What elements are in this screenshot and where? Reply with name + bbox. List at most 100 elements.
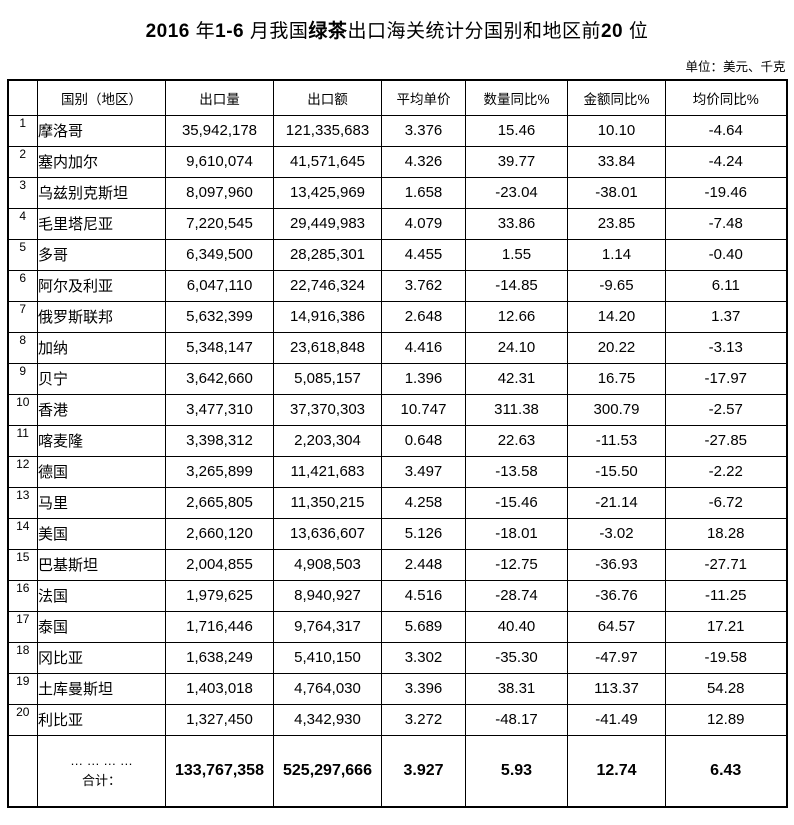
row-qty-yoy: 40.40 <box>465 610 568 643</box>
title-text: 年 <box>195 21 216 42</box>
row-avg-price: 3.302 <box>381 641 466 674</box>
row-rank: 10 <box>7 393 38 426</box>
col-header-price-yoy: 均价同比% <box>665 79 787 116</box>
row-rank: 8 <box>7 331 38 364</box>
row-price-yoy: -17.97 <box>665 362 787 395</box>
table-row: 5 多哥 6,349,500 28,285,301 4.455 1.55 1.1… <box>7 238 787 271</box>
row-export-qty: 1,403,018 <box>165 672 274 705</box>
row-avg-price: 5.689 <box>381 610 466 643</box>
row-country: 阿尔及利亚 <box>37 269 166 302</box>
total-qty-yoy: 5.93 <box>465 734 568 808</box>
row-avg-price: 4.416 <box>381 331 466 364</box>
row-export-amount: 8,940,927 <box>273 579 382 612</box>
row-avg-price: 4.326 <box>381 145 466 178</box>
col-header-amount-yoy: 金额同比% <box>567 79 666 116</box>
row-price-yoy: 6.11 <box>665 269 787 302</box>
table-body: 1 摩洛哥 35,942,178 121,335,683 3.376 15.46… <box>7 114 787 736</box>
row-export-qty: 2,004,855 <box>165 548 274 581</box>
row-country: 喀麦隆 <box>37 424 166 457</box>
row-price-yoy: 12.89 <box>665 703 787 736</box>
row-country: 俄罗斯联邦 <box>37 300 166 333</box>
total-price-yoy: 6.43 <box>665 734 787 808</box>
row-avg-price: 3.497 <box>381 455 466 488</box>
table-row: 3 乌兹别克斯坦 8,097,960 13,425,969 1.658 -23.… <box>7 176 787 209</box>
total-rank-cell <box>7 734 38 808</box>
row-rank: 3 <box>7 176 38 209</box>
row-amount-yoy: -15.50 <box>567 455 666 488</box>
col-header-country: 国别（地区） <box>37 79 166 116</box>
row-country: 德国 <box>37 455 166 488</box>
col-header-qty-yoy: 数量同比% <box>465 79 568 116</box>
total-export-amount: 525,297,666 <box>273 734 382 808</box>
row-amount-yoy: 64.57 <box>567 610 666 643</box>
total-amount-yoy: 12.74 <box>567 734 666 808</box>
row-export-amount: 2,203,304 <box>273 424 382 457</box>
row-country: 多哥 <box>37 238 166 271</box>
row-price-yoy: 18.28 <box>665 517 787 550</box>
row-export-amount: 11,421,683 <box>273 455 382 488</box>
row-export-qty: 3,477,310 <box>165 393 274 426</box>
row-price-yoy: -27.71 <box>665 548 787 581</box>
row-amount-yoy: -41.49 <box>567 703 666 736</box>
row-price-yoy: -11.25 <box>665 579 787 612</box>
table-row: 15 巴基斯坦 2,004,855 4,908,503 2.448 -12.75… <box>7 548 787 581</box>
row-rank: 20 <box>7 703 38 736</box>
row-amount-yoy: -21.14 <box>567 486 666 519</box>
col-header-export-qty: 出口量 <box>165 79 274 116</box>
row-export-qty: 1,327,450 <box>165 703 274 736</box>
table-row: 20 利比亚 1,327,450 4,342,930 3.272 -48.17 … <box>7 703 787 736</box>
table-row: 12 德国 3,265,899 11,421,683 3.497 -13.58 … <box>7 455 787 488</box>
table-row: 13 马里 2,665,805 11,350,215 4.258 -15.46 … <box>7 486 787 519</box>
row-rank: 5 <box>7 238 38 271</box>
row-price-yoy: -19.58 <box>665 641 787 674</box>
row-export-qty: 1,638,249 <box>165 641 274 674</box>
row-country: 法国 <box>37 579 166 612</box>
row-qty-yoy: 33.86 <box>465 207 568 240</box>
row-avg-price: 3.376 <box>381 114 466 147</box>
table-row: 7 俄罗斯联邦 5,632,399 14,916,386 2.648 12.66… <box>7 300 787 333</box>
row-price-yoy: -6.72 <box>665 486 787 519</box>
row-country: 马里 <box>37 486 166 519</box>
row-amount-yoy: -38.01 <box>567 176 666 209</box>
row-export-qty: 2,665,805 <box>165 486 274 519</box>
row-export-qty: 5,632,399 <box>165 300 274 333</box>
row-country: 贝宁 <box>37 362 166 395</box>
row-price-yoy: 54.28 <box>665 672 787 705</box>
row-avg-price: 4.258 <box>381 486 466 519</box>
row-qty-yoy: 24.10 <box>465 331 568 364</box>
row-export-amount: 5,085,157 <box>273 362 382 395</box>
row-avg-price: 1.658 <box>381 176 466 209</box>
row-amount-yoy: 16.75 <box>567 362 666 395</box>
row-avg-price: 1.396 <box>381 362 466 395</box>
row-qty-yoy: -48.17 <box>465 703 568 736</box>
row-price-yoy: -2.57 <box>665 393 787 426</box>
table-row: 19 土库曼斯坦 1,403,018 4,764,030 3.396 38.31… <box>7 672 787 705</box>
row-price-yoy: -19.46 <box>665 176 787 209</box>
row-qty-yoy: -28.74 <box>465 579 568 612</box>
row-avg-price: 5.126 <box>381 517 466 550</box>
row-qty-yoy: 12.66 <box>465 300 568 333</box>
row-country: 美国 <box>37 517 166 550</box>
table-row: 14 美国 2,660,120 13,636,607 5.126 -18.01 … <box>7 517 787 550</box>
row-amount-yoy: -36.93 <box>567 548 666 581</box>
row-export-qty: 6,349,500 <box>165 238 274 271</box>
row-country: 塞内加尔 <box>37 145 166 178</box>
row-rank: 6 <box>7 269 38 302</box>
row-export-amount: 5,410,150 <box>273 641 382 674</box>
row-amount-yoy: 33.84 <box>567 145 666 178</box>
title-product: 绿茶 <box>308 21 348 42</box>
row-export-amount: 41,571,645 <box>273 145 382 178</box>
row-avg-price: 2.448 <box>381 548 466 581</box>
row-country: 冈比亚 <box>37 641 166 674</box>
row-country: 泰国 <box>37 610 166 643</box>
total-avg-price: 3.927 <box>381 734 466 808</box>
row-avg-price: 4.516 <box>381 579 466 612</box>
table-row: 16 法国 1,979,625 8,940,927 4.516 -28.74 -… <box>7 579 787 612</box>
row-avg-price: 2.648 <box>381 300 466 333</box>
table-row: 11 喀麦隆 3,398,312 2,203,304 0.648 22.63 -… <box>7 424 787 457</box>
row-export-amount: 4,342,930 <box>273 703 382 736</box>
row-amount-yoy: -11.53 <box>567 424 666 457</box>
row-country: 土库曼斯坦 <box>37 672 166 705</box>
row-qty-yoy: -15.46 <box>465 486 568 519</box>
row-avg-price: 10.747 <box>381 393 466 426</box>
